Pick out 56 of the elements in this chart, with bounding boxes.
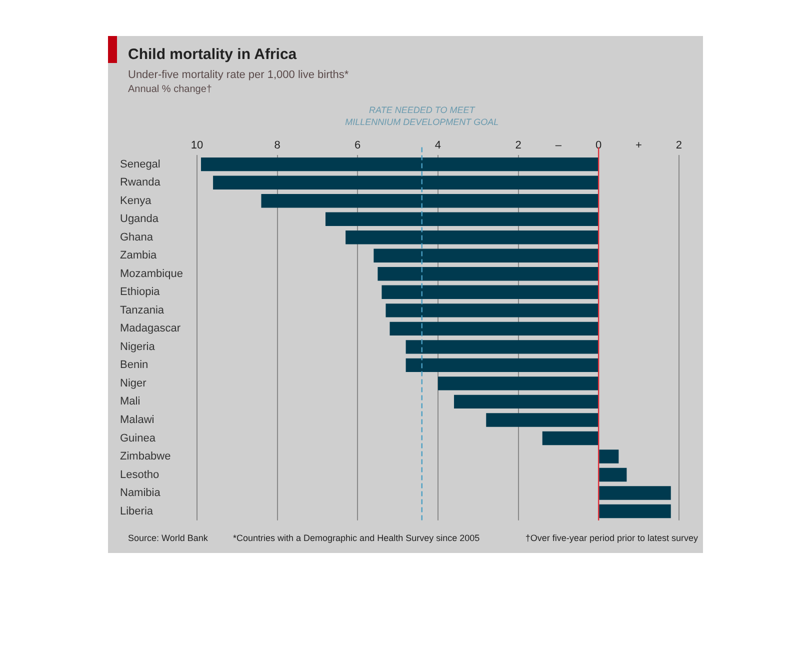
y-tick-label: Niger [120,377,147,390]
y-tick-label: Guinea [120,432,156,444]
text: *Countries with a Demographic and Health Survey since 2005 [233,533,480,543]
bar [390,322,598,336]
y-tick-label: Liberia [120,505,154,518]
y-tick-label: Kenya [120,194,152,207]
bar [382,285,598,299]
ref-line-label: RATE NEEDED TO MEET MILLENNIUM DEVELOPMENT GOAL [345,105,499,128]
x-axis-title: Annual % change† [128,84,212,95]
bar [378,267,598,281]
bar [599,450,619,464]
bar [454,394,598,409]
y-tick-label: Zimbabwe [120,450,171,463]
bar [599,504,671,518]
bar [599,468,627,482]
bar [346,230,598,244]
bar [486,413,598,427]
y-tick-label: Zambia [120,250,158,262]
x-tick-label: 2 [515,140,522,152]
bar [325,212,598,226]
y-tick-label: Mali [120,396,140,408]
x-tick-label: 10 [190,140,204,152]
bar [261,194,598,208]
y-tick-label: Uganda [120,213,160,226]
y-tick-label: Namibia [120,487,162,500]
chart-subtitle: Under-five mortality rate per 1,000 live births* [128,69,349,81]
x-tick-label: 6 [354,140,361,152]
y-tick-label: Lesotho [120,468,160,481]
bar [599,486,671,500]
bar [542,431,598,446]
y-tick-label: Ethiopia [120,286,161,298]
x-tick-label: + [636,140,642,152]
bar [200,157,598,172]
source-note: Source: World Bank [128,533,208,543]
bar [406,340,598,354]
y-tick-label: Nigeria [120,340,156,353]
bar [406,358,598,372]
y-tick-label: Tanzania [120,304,165,316]
bar [386,304,598,318]
bar [438,376,598,390]
bar [213,176,598,190]
y-tick-label: Senegal [120,158,160,170]
x-tick-label: 0 [596,140,602,152]
x-tick-label: – [555,140,562,152]
x-tick-label: 2 [676,140,682,152]
y-tick-label: Mozambique [120,268,183,280]
text: †Over five-year period prior to latest survey [525,533,698,543]
y-tick-label: Ghana [120,231,154,244]
x-tick-label: 8 [274,140,280,152]
y-tick-label: Madagascar [120,322,181,335]
y-tick-label: Malawi [120,414,154,426]
chart-title: Child mortality in Africa [128,46,297,63]
x-tick-label: 4 [434,140,441,152]
y-tick-label: Benin [120,359,148,372]
y-tick-label: Rwanda [120,176,162,189]
bar [374,248,598,262]
